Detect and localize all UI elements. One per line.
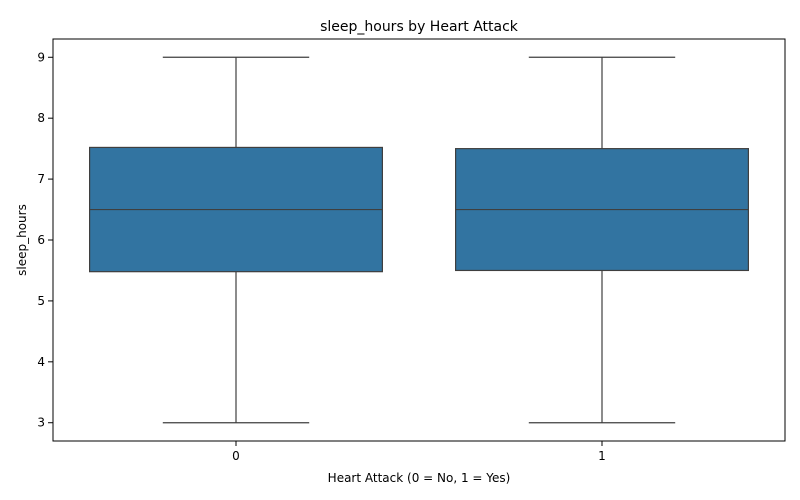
- y-tick-label: 8: [37, 111, 45, 125]
- chart-title: sleep_hours by Heart Attack: [320, 19, 519, 35]
- x-tick-label: 0: [232, 449, 240, 463]
- y-tick-label: 5: [37, 294, 45, 308]
- y-tick-label: 7: [37, 172, 45, 186]
- x-axis-label: Heart Attack (0 = No, 1 = Yes): [328, 471, 511, 485]
- plot-frame: [52, 38, 786, 442]
- x-tick-label: 1: [598, 449, 606, 463]
- y-axis-label: sleep_hours: [15, 204, 29, 276]
- y-tick-label: 9: [37, 50, 45, 64]
- y-tick-label: 3: [37, 416, 45, 430]
- y-tick-label: 4: [37, 355, 45, 369]
- plot-area: 3 4 5 6 7 8 9 0 1: [37, 50, 749, 463]
- y-tick-label: 6: [37, 233, 45, 247]
